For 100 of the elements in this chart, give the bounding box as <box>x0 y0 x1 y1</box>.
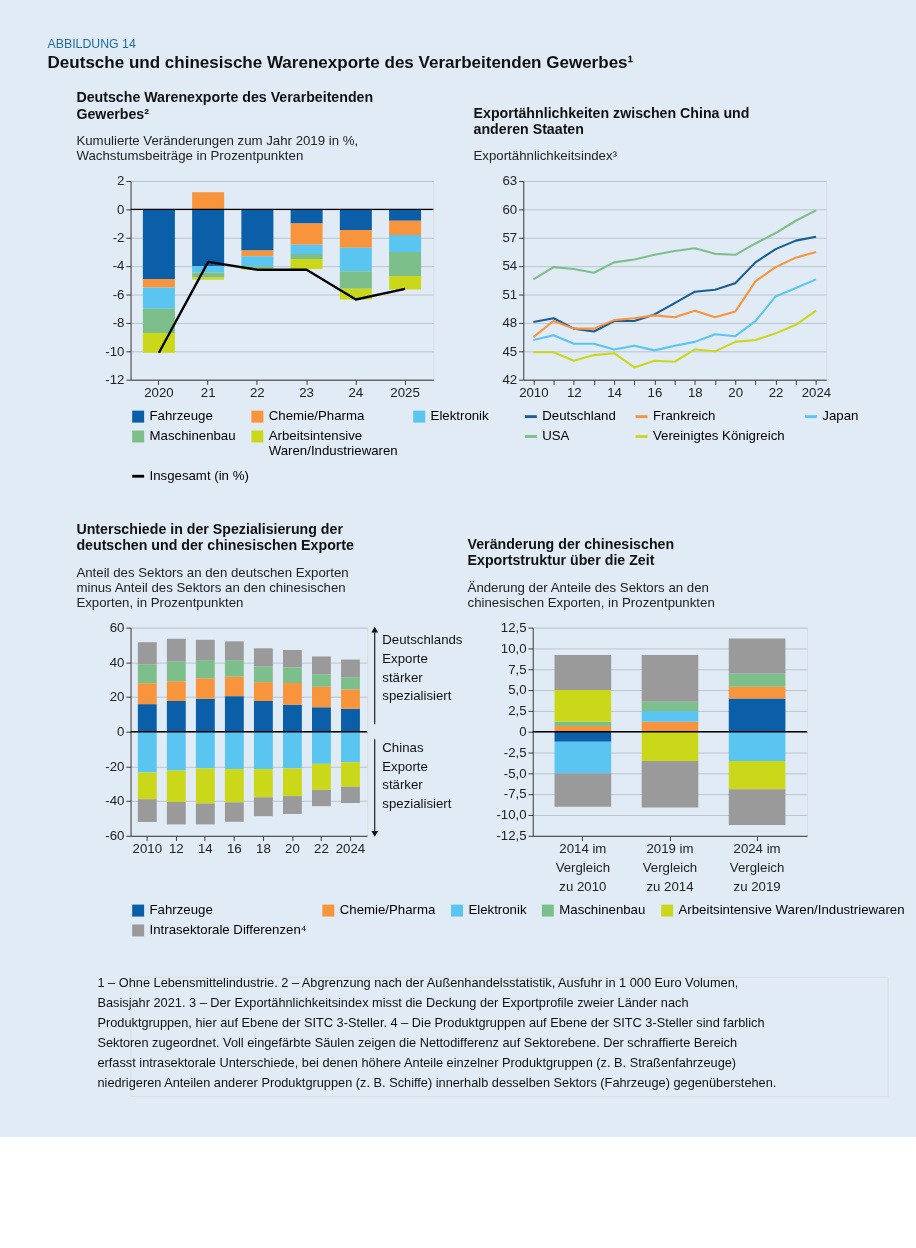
line-series <box>532 209 818 281</box>
y-tick-label: 60 <box>502 201 518 217</box>
bar <box>253 769 273 798</box>
bar <box>339 247 372 272</box>
bar <box>253 731 273 770</box>
bar <box>290 254 323 260</box>
y-tick-label: 48 <box>502 315 518 331</box>
text: Deutsche und chinesische Warenexporte des Verarbeitenden Gewerbes¹ <box>47 52 634 72</box>
bar <box>142 332 175 353</box>
bar <box>389 251 422 277</box>
y-tick-label: -2,5 <box>503 744 527 760</box>
x-tick-label: 22 <box>250 385 265 401</box>
legend-label: Elektronik <box>468 902 527 918</box>
legend-label: Intrasektorale Differenzen⁴ <box>149 922 307 938</box>
y-tick-label: 42 <box>502 371 518 387</box>
legend-label: Elektronik <box>430 408 490 424</box>
bar <box>728 686 786 699</box>
y-tick-label: -10,0 <box>496 807 527 823</box>
bar <box>282 650 302 668</box>
x-tick-label: 22 <box>314 841 329 857</box>
x-tick-label: 16 <box>647 385 663 401</box>
bar <box>282 768 302 797</box>
bar <box>224 641 244 661</box>
y-tick-label: -12,5 <box>496 828 527 844</box>
bar <box>312 731 331 764</box>
bar <box>641 710 699 722</box>
bar <box>241 256 274 267</box>
text: Chinas Exporte stärker spezialisiert <box>382 739 452 812</box>
legend-label: Maschinenbau <box>149 428 236 444</box>
bar <box>341 659 360 678</box>
bar <box>224 660 244 677</box>
bar <box>728 673 786 687</box>
bar <box>389 234 422 252</box>
bar <box>312 707 331 732</box>
bar <box>253 797 273 817</box>
bar <box>253 666 273 683</box>
y-tick-label: 45 <box>502 343 518 359</box>
bar <box>195 768 215 804</box>
y-tick-label: -6 <box>112 286 125 302</box>
bar <box>641 760 699 808</box>
y-tick-label: -8 <box>112 315 125 331</box>
bar <box>312 789 331 807</box>
y-tick-label: 10,0 <box>500 640 527 656</box>
y-tick-label: 2 <box>117 173 125 189</box>
bar <box>341 677 360 690</box>
bar <box>137 799 157 822</box>
bar <box>137 772 157 800</box>
bar <box>137 704 157 732</box>
bar <box>554 773 612 807</box>
y-tick-label: 51 <box>502 286 518 302</box>
bar <box>166 661 186 682</box>
x-tick-label: 14 <box>197 841 213 857</box>
text: 1 – Ohne Lebensmittelindustrie. 2 – Abgrenzung nach der Außenhandelsstatistik, Ausfuhr in 1 000 Euro Volumen, <box>97 975 739 991</box>
bar <box>166 701 186 732</box>
bar <box>224 802 244 822</box>
bar <box>142 278 175 288</box>
bar <box>224 676 244 697</box>
bar <box>339 271 372 289</box>
text: Sektoren zugeordnet. Voll eingefärbte Säulen zeigen die Nettodifferenz auf Sektorebene. Der schraffierte Bereich erfasst intrasektorale Unterschiede, bei denen höhere Anteile einzelner Produktgruppen (z. B. Straßenfahrzeuge) niedrigeren Anteilen anderer Produktgruppen (z. B. Schiffe) innerhalb desselben Sektors (Fahrzeuge) gegenüberstehen. <box>97 1034 777 1090</box>
x-tick-label: 2024 <box>801 385 832 401</box>
text: Deutschlands Exporte stärker spezialisiert <box>382 631 463 704</box>
bar <box>641 701 699 711</box>
chart-title: Exportähnlichkeiten zwischen China und anderen Staaten <box>473 104 750 137</box>
x-tick-label: 16 <box>226 841 242 857</box>
bar <box>137 731 157 773</box>
bar <box>137 664 157 684</box>
bar <box>341 762 360 787</box>
y-tick-label: -60 <box>105 828 125 844</box>
bar <box>339 209 372 230</box>
legend-label: USA <box>542 428 570 444</box>
bar <box>192 209 225 267</box>
legend-label: Chemie/Pharma <box>268 408 365 424</box>
bar <box>192 192 225 210</box>
x-tick-label: 20 <box>728 385 744 401</box>
bar <box>192 266 225 273</box>
bar <box>253 648 273 667</box>
bar <box>253 682 273 702</box>
bar <box>282 796 302 814</box>
bar <box>554 731 612 742</box>
bar <box>195 678 215 699</box>
bar <box>195 803 215 825</box>
y-tick-label: -7,5 <box>503 786 527 802</box>
x-tick-label: 2014 im Vergleich zu 2010 <box>555 841 611 895</box>
x-tick-label: 18 <box>256 841 271 857</box>
bar <box>312 686 331 708</box>
bar <box>192 272 225 278</box>
chart-subtitle: Kumulierte Veränderungen zum Jahr 2019 in %, Wachstumsbeiträge in Prozentpunkten <box>76 133 359 164</box>
bar <box>312 656 331 675</box>
bar <box>195 660 215 679</box>
bar <box>137 683 157 705</box>
y-tick-label: 5,0 <box>508 682 527 698</box>
bar <box>341 731 360 763</box>
x-tick-label: 2024 <box>335 841 366 857</box>
bar <box>728 789 786 825</box>
bar <box>224 769 244 803</box>
y-tick-label: 2,5 <box>508 703 527 719</box>
x-tick-label: 18 <box>687 385 703 401</box>
line-series <box>157 260 407 354</box>
bar <box>142 287 175 309</box>
x-tick-label: 2024 im Vergleich zu 2019 <box>729 841 785 895</box>
